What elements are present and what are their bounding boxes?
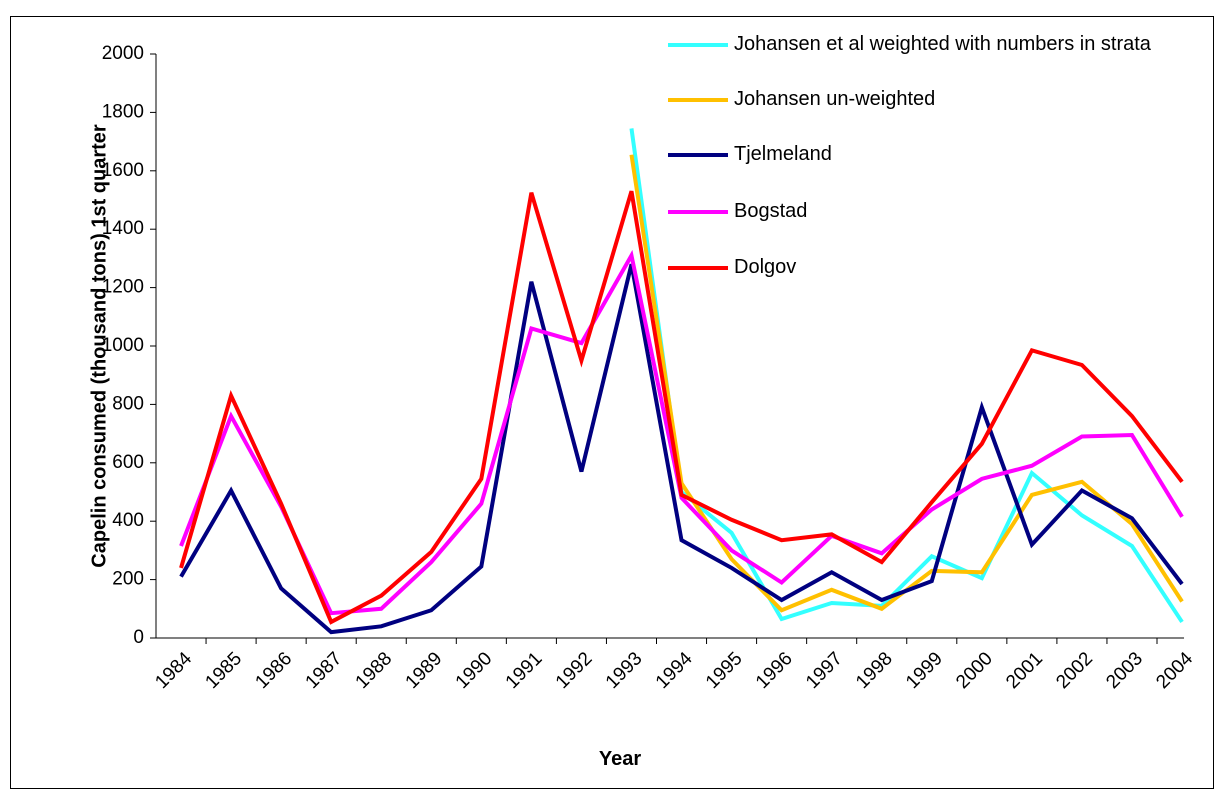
y-tick-label: 600 — [112, 452, 144, 473]
y-tick-label: 1000 — [102, 335, 144, 356]
x-tick-label: 1985 — [201, 648, 246, 693]
x-tick-label: 1990 — [452, 648, 497, 693]
x-tick-label: 1986 — [251, 648, 296, 693]
series-line — [179, 190, 1184, 625]
x-tick-label: 1994 — [652, 648, 697, 693]
series-line — [179, 263, 1184, 635]
y-tick-label: 400 — [112, 510, 144, 531]
x-tick-label: 1996 — [752, 648, 797, 693]
legend-label: Johansen et al weighted with numbers in … — [734, 33, 1151, 55]
chart-frame — [10, 16, 1214, 789]
y-tick-label: 200 — [112, 569, 144, 590]
x-tick-label: 2000 — [952, 648, 997, 693]
y-tick-label: 1400 — [102, 218, 144, 239]
legend-entry: Johansen et al weighted with numbers in … — [734, 33, 1151, 55]
x-tick-label: 2004 — [1152, 648, 1197, 693]
x-tick-label: 1987 — [302, 648, 347, 693]
legend-label: Johansen un-weighted — [734, 88, 936, 110]
x-tick-label: 1984 — [151, 648, 196, 693]
legend-entry: Bogstad — [734, 200, 808, 222]
legend-label: Dolgov — [734, 256, 797, 278]
x-tick-label: 1991 — [502, 648, 547, 693]
y-tick-label: 1600 — [102, 160, 144, 181]
y-tick-label: 1800 — [102, 101, 144, 122]
x-axis-label: Year — [599, 748, 641, 770]
legend-label: Tjelmeland — [734, 143, 832, 165]
legend-entry: Tjelmeland — [734, 143, 832, 165]
x-tick-label: 1997 — [802, 648, 847, 693]
x-tick-label: 2002 — [1052, 648, 1097, 693]
legend-entry: Johansen un-weighted — [734, 88, 936, 110]
x-tick-label: 2003 — [1102, 648, 1147, 693]
x-tick-label: 1988 — [352, 648, 397, 693]
legend-entry: Dolgov — [734, 256, 797, 278]
y-tick-label: 800 — [112, 393, 144, 414]
series-line — [629, 128, 1184, 624]
y-axis-label: Capelin consumed (thousand tons) 1st qua… — [88, 124, 110, 568]
x-tick-label: 1989 — [402, 648, 447, 693]
x-tick-label: 1999 — [902, 648, 947, 693]
y-tick-label: 0 — [133, 627, 144, 648]
x-tick-label: 2001 — [1002, 648, 1047, 693]
y-tick-label: 2000 — [102, 43, 144, 64]
x-tick-label: 1992 — [552, 648, 597, 693]
legend-label: Bogstad — [734, 200, 808, 222]
x-tick-label: 1993 — [602, 648, 647, 693]
y-tick-label: 1200 — [102, 277, 144, 298]
x-tick-label: 1998 — [852, 648, 897, 693]
x-tick-label: 1995 — [702, 648, 747, 693]
